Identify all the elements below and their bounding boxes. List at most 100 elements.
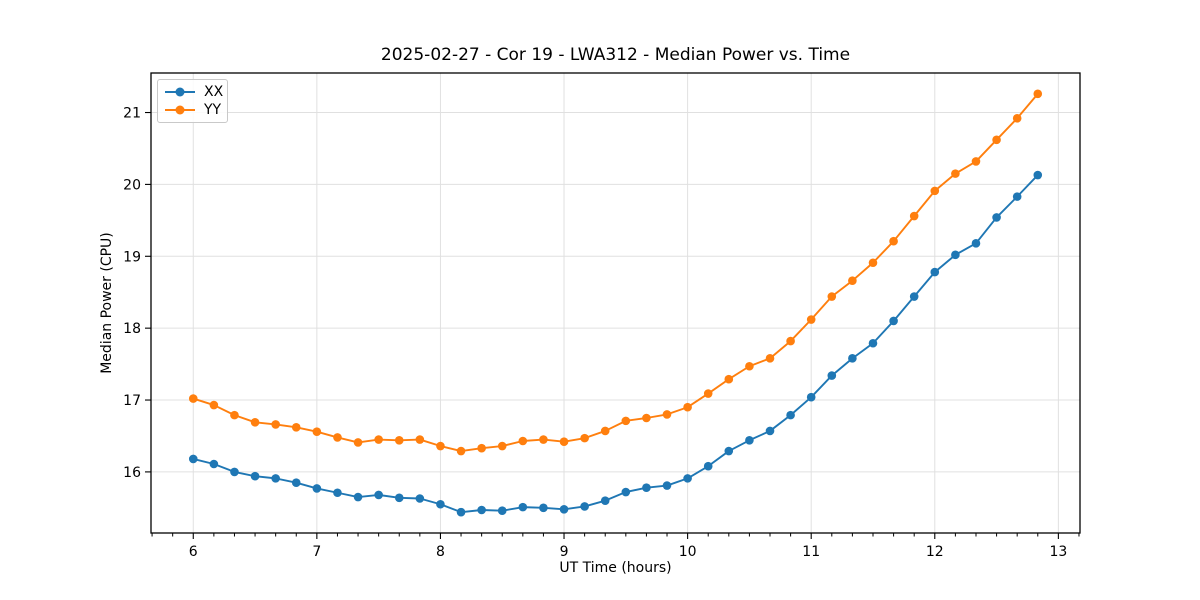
series-XX-point xyxy=(456,507,466,517)
series-YY-point xyxy=(786,336,795,346)
x-tick-label: 9 xyxy=(560,544,569,560)
series-XX-line xyxy=(192,174,1039,514)
y-tick-label: 21 xyxy=(123,106,141,122)
legend: XX YY xyxy=(157,79,228,123)
series-YY-point xyxy=(662,410,672,419)
series-YY-point xyxy=(971,157,981,166)
series-XX-point xyxy=(971,239,981,248)
series-XX-point xyxy=(724,446,734,456)
series-XX-point xyxy=(827,371,837,380)
series-YY-point xyxy=(374,435,383,444)
series-YY-point xyxy=(806,315,816,324)
series-YY-point xyxy=(333,433,342,442)
series-XX-point xyxy=(765,426,775,436)
y-tick-label: 20 xyxy=(123,177,141,193)
series-XX-point xyxy=(703,461,713,471)
x-tick-label: 8 xyxy=(436,544,445,560)
x-tick-label: 13 xyxy=(1049,544,1067,560)
series-XX-point xyxy=(930,267,940,277)
series-YY-point xyxy=(1033,89,1043,99)
series-YY-point xyxy=(930,186,940,196)
plot-border xyxy=(150,72,1081,534)
series-YY-point xyxy=(683,402,692,412)
x-tick-label: 11 xyxy=(802,544,820,560)
series-XX-point xyxy=(250,471,260,481)
series-XX-point xyxy=(662,481,672,490)
series-XX-point xyxy=(291,478,301,487)
legend-marker-icon xyxy=(165,90,195,93)
series-YY-point xyxy=(765,354,775,363)
legend-item-YY: YY xyxy=(165,101,227,119)
series-YY-point xyxy=(188,394,198,403)
x-tick-label: 12 xyxy=(926,544,944,560)
series-YY-point xyxy=(703,389,713,398)
series-XX-point xyxy=(188,454,198,464)
series-XX-point xyxy=(580,502,589,511)
series-XX-point xyxy=(889,316,898,326)
series-YY-point xyxy=(600,426,610,436)
series-YY-point xyxy=(580,433,589,443)
series-XX-point xyxy=(909,292,919,301)
x-tick-label: 6 xyxy=(189,544,198,560)
series-XX-point xyxy=(353,492,363,502)
series-XX-point xyxy=(621,487,631,497)
series-YY-point xyxy=(497,441,507,451)
y-tick-label: 19 xyxy=(123,249,141,265)
series-XX-point xyxy=(374,490,383,500)
series-XX-point xyxy=(806,392,816,402)
legend-item-label: XX xyxy=(204,83,224,100)
series-XX-point xyxy=(683,474,692,483)
x-axis-label: UT Time (hours) xyxy=(559,560,672,576)
series-XX-point xyxy=(642,483,651,493)
x-tick-label: 10 xyxy=(679,544,697,560)
series-YY-point xyxy=(848,276,857,286)
series-YY-point xyxy=(250,418,260,427)
series-XX-point xyxy=(1012,192,1022,201)
series-YY-point xyxy=(518,436,528,446)
series-YY-point xyxy=(724,374,734,384)
series-XX-point xyxy=(539,503,548,513)
series-YY-point xyxy=(209,400,219,410)
series-YY-point xyxy=(909,211,919,221)
series-YY-line xyxy=(192,92,1039,453)
series-XX-point xyxy=(745,435,754,445)
series-XX-point xyxy=(209,459,219,469)
series-YY-point xyxy=(291,423,301,432)
series-YY-point xyxy=(992,135,1001,145)
series-YY-point xyxy=(827,292,837,301)
series-XX-point xyxy=(497,506,507,516)
series-YY-point xyxy=(456,446,466,456)
series-YY-point xyxy=(394,435,404,445)
y-tick-label: 17 xyxy=(123,393,141,409)
series-YY-point xyxy=(559,437,569,447)
series-XX-point xyxy=(436,499,445,509)
series-XX-point xyxy=(415,494,425,503)
series-YY-point xyxy=(353,438,363,447)
series-XX-point xyxy=(312,484,322,493)
series-YY-point xyxy=(868,258,878,268)
series-YY-point xyxy=(621,416,631,426)
series-YY-point xyxy=(745,361,754,371)
series-XX-point xyxy=(394,493,404,503)
series-YY-point xyxy=(230,410,239,420)
series-XX-point xyxy=(271,474,280,483)
series-YY-point xyxy=(312,427,322,436)
series-YY-point xyxy=(642,413,651,423)
series-YY-point xyxy=(477,443,486,453)
series-YY-point xyxy=(539,435,548,444)
series-XX-point xyxy=(868,338,878,348)
series-XX-point xyxy=(333,488,342,498)
series-XX-point xyxy=(559,504,569,514)
legend-item-label: YY xyxy=(204,102,222,119)
series-YY-point xyxy=(415,435,425,444)
series-XX-point xyxy=(951,250,960,260)
series-XX-point xyxy=(786,410,795,420)
series-YY-point xyxy=(951,169,960,178)
series-XX-point xyxy=(230,467,239,477)
series-XX-point xyxy=(518,502,528,512)
legend-item-XX: XX xyxy=(165,83,227,101)
series-XX-point xyxy=(600,496,610,505)
series-YY-point xyxy=(436,441,445,451)
